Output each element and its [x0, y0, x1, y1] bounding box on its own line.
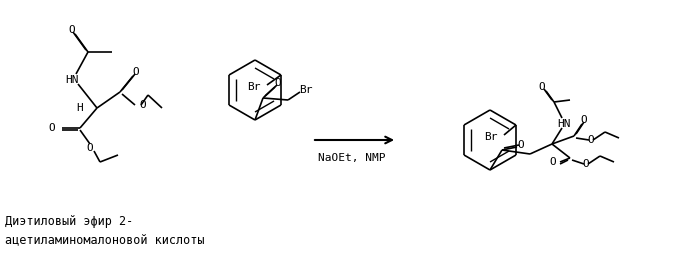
Text: O: O — [87, 143, 93, 153]
Text: O: O — [517, 140, 524, 150]
Text: O: O — [538, 82, 545, 92]
Text: Br: Br — [300, 85, 313, 95]
Text: O: O — [274, 78, 281, 88]
Text: O: O — [132, 67, 139, 77]
Text: NaOEt, NMP: NaOEt, NMP — [318, 153, 386, 163]
Text: Br: Br — [484, 132, 498, 142]
Text: O: O — [69, 25, 76, 35]
Text: HN: HN — [65, 75, 78, 85]
Text: Br: Br — [248, 82, 261, 92]
Text: Диэтиловый эфир 2-: Диэтиловый эфир 2- — [5, 215, 133, 228]
Text: HN: HN — [557, 119, 570, 129]
Text: O: O — [582, 159, 589, 169]
Text: O: O — [580, 115, 587, 125]
Text: O: O — [48, 123, 55, 133]
Text: O: O — [139, 100, 146, 110]
Text: O: O — [587, 135, 594, 145]
Text: O: O — [550, 157, 556, 167]
Text: ацетиламиномалоновой кислоты: ацетиламиномалоновой кислоты — [5, 233, 204, 246]
Text: H: H — [76, 103, 83, 113]
